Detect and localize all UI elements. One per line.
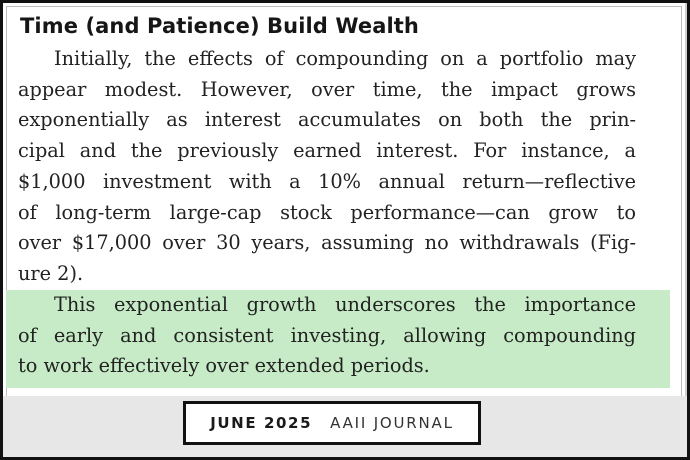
paragraph-line: of early and consistent investing, allow…: [18, 323, 636, 347]
paragraph-highlighted: This exponential growth underscores the …: [18, 290, 636, 382]
paragraph-line: appear modest. However, over time, the i…: [18, 77, 636, 101]
publication-name: AAII JOURNAL: [330, 414, 454, 432]
paragraph-line: This exponential growth underscores the …: [54, 293, 636, 316]
paragraph-line: ure 2).: [18, 261, 84, 285]
paragraph-line: cipal and the previously earned interest…: [18, 139, 636, 163]
paragraph-line: exponentially as interest accumulates on…: [18, 108, 636, 132]
paragraph-line: Initially, the effects of compounding on…: [54, 47, 636, 70]
footer-label: JUNE 2025 AAII JOURNAL: [183, 401, 481, 445]
section-heading: Time (and Patience) Build Wealth: [20, 14, 419, 38]
paragraph-line: to work effectively over extended period…: [18, 354, 430, 378]
paragraph-compounding: Initially, the effects of compounding on…: [18, 44, 636, 290]
paragraph-line: of long-term large-cap stock performance…: [18, 200, 636, 224]
paragraph-line: over $17,000 over 30 years, assuming no …: [18, 231, 636, 255]
issue-date: JUNE 2025: [210, 414, 313, 432]
paragraph-line: $1,000 investment with a 10% annual retu…: [18, 169, 636, 193]
text-highlight: [6, 290, 670, 388]
